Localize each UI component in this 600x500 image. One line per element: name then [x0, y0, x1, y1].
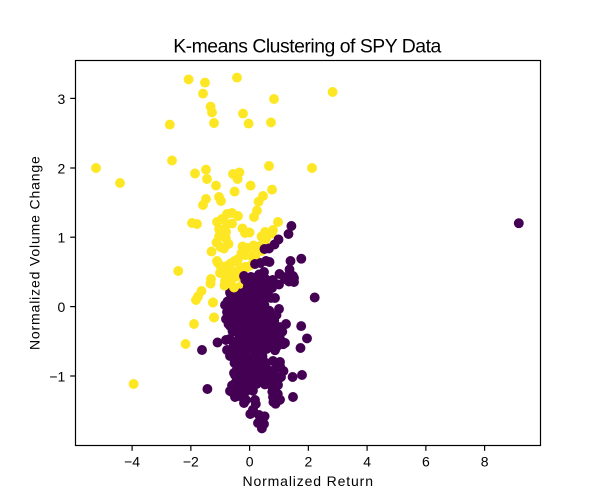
svg-text:K-means Clustering of SPY Data: K-means Clustering of SPY Data [173, 36, 441, 58]
svg-text:3: 3 [58, 91, 66, 107]
svg-text:−4: −4 [124, 453, 140, 469]
svg-text:8: 8 [481, 453, 489, 469]
svg-text:0: 0 [58, 299, 66, 315]
svg-text:1: 1 [58, 230, 66, 246]
svg-text:2: 2 [304, 453, 312, 469]
svg-text:Normalized Volume Change: Normalized Volume Change [27, 155, 43, 350]
svg-text:−1: −1 [49, 368, 65, 384]
svg-text:2: 2 [58, 160, 66, 176]
svg-text:4: 4 [363, 453, 371, 469]
svg-text:Normalized Return: Normalized Return [243, 473, 374, 489]
svg-text:0: 0 [246, 453, 254, 469]
svg-text:6: 6 [422, 453, 430, 469]
svg-text:−2: −2 [183, 453, 199, 469]
